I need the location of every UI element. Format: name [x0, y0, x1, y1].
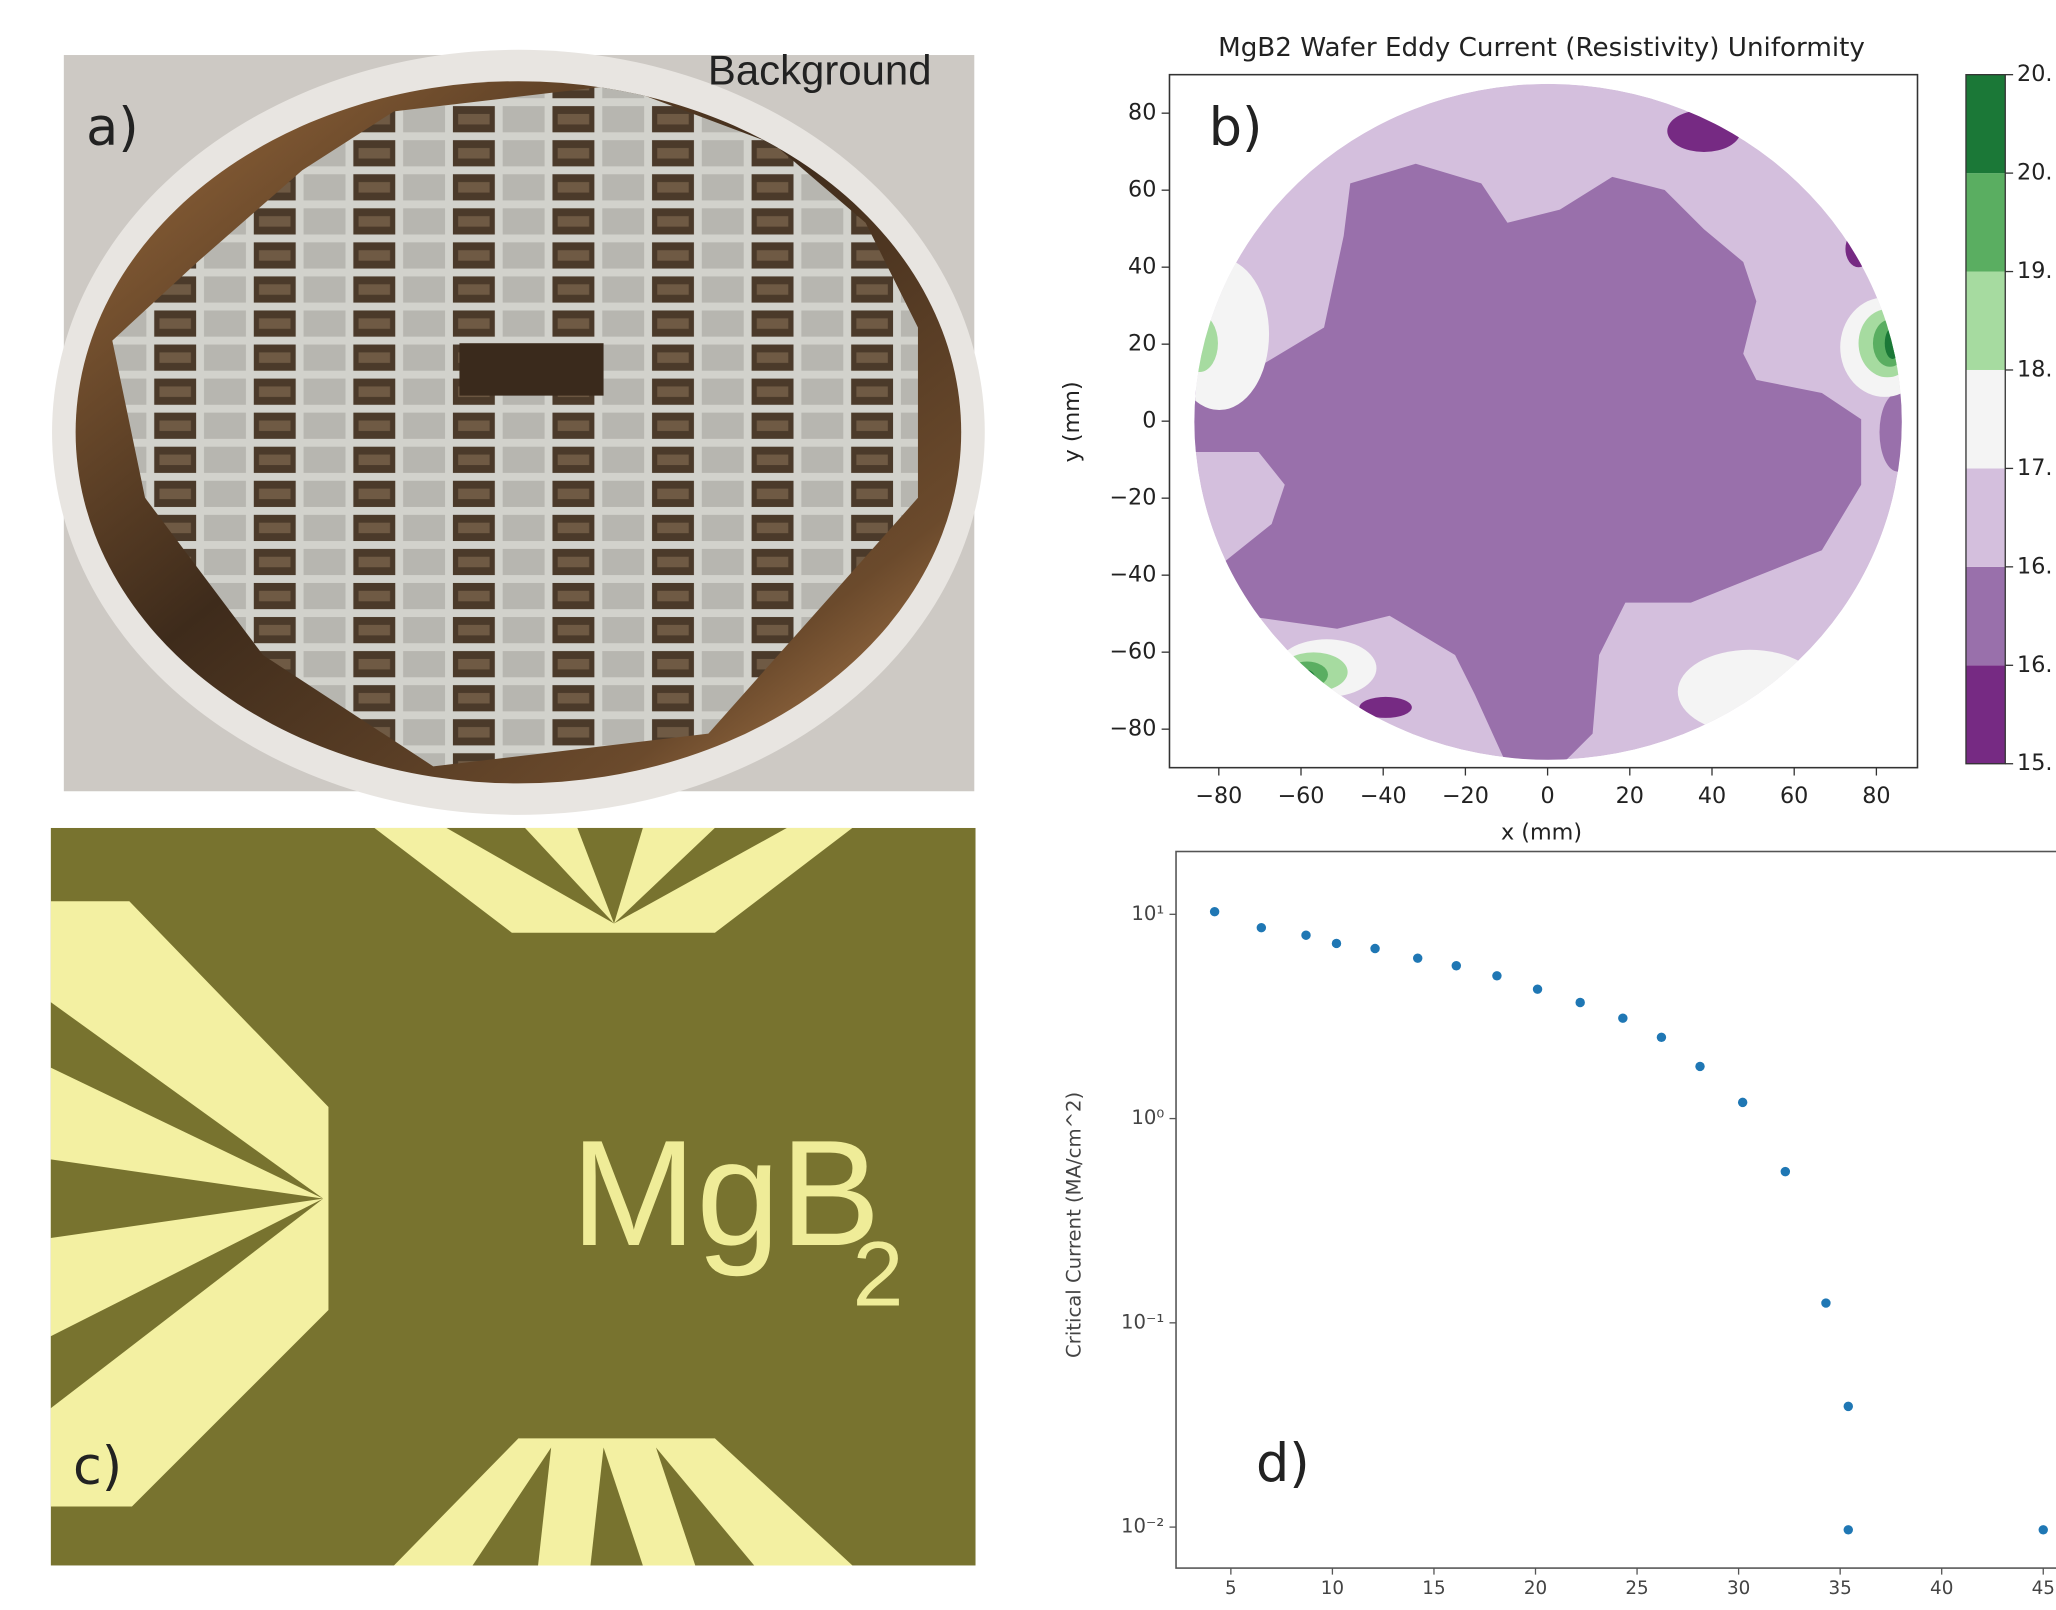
point — [1844, 1402, 1853, 1411]
x-tick-label: 20 — [1524, 1578, 1547, 1599]
panel-label: c) — [73, 1436, 122, 1497]
x-tick-label: 45 — [2032, 1578, 2055, 1599]
y-tick-label: 20 — [1128, 331, 1156, 357]
point — [1492, 971, 1501, 980]
colorbar-tick-label: 19. — [2017, 258, 2052, 284]
x-tick-label: 25 — [1625, 1578, 1648, 1599]
y-tick-label: 10¹ — [1131, 902, 1164, 925]
colorbar-band — [1966, 173, 2005, 271]
colorbar-band — [1966, 468, 2005, 566]
y-tick-label: 10⁻¹ — [1121, 1310, 1164, 1333]
x-tick-label: 35 — [1828, 1578, 1851, 1599]
photo-micrograph: MgB 2 c) — [51, 828, 976, 1566]
x-axis-label: x (mm) — [1501, 820, 1582, 846]
x-tick-label: 15 — [1422, 1578, 1445, 1599]
x-tick-label: 80 — [1862, 783, 1890, 809]
photo-wafer: a) Background — [52, 46, 985, 814]
y-axis-label: Critical Current (MA/cm^2) — [1063, 1092, 1086, 1358]
point — [1370, 944, 1379, 953]
chart-title: MgB2 Wafer Eddy Current (Resistivity) Un… — [1218, 33, 1865, 63]
y-tick-label: 80 — [1128, 100, 1156, 126]
x-tick-label: −60 — [1278, 783, 1325, 809]
colorbar-tick-label: 20. — [2017, 160, 2052, 186]
x-tick-label: 20 — [1616, 783, 1644, 809]
contour-region — [1667, 110, 1740, 152]
y-tick-label: 40 — [1128, 254, 1156, 280]
point — [1533, 984, 1542, 993]
point — [1301, 931, 1310, 940]
y-tick-label: 60 — [1128, 177, 1156, 203]
colorbar-band — [1966, 665, 2005, 763]
y-tick-label: 10⁻² — [1121, 1515, 1164, 1538]
point — [1210, 907, 1219, 916]
colorbar-band — [1966, 370, 2005, 468]
x-tick-label: −20 — [1442, 783, 1489, 809]
point — [1695, 1062, 1704, 1071]
point — [1738, 1098, 1747, 1107]
point — [1844, 1525, 1853, 1534]
colorbar-band — [1966, 567, 2005, 665]
x-tick-label: 40 — [1698, 783, 1726, 809]
y-tick-label: −80 — [1109, 716, 1156, 742]
contour-region — [1294, 669, 1315, 685]
colorbar-tick-label: 17. — [2017, 455, 2052, 481]
contour-plot — [1169, 84, 1929, 767]
contour-region — [1286, 662, 1328, 688]
annotation: Background — [708, 46, 932, 93]
colorbar-band — [1966, 272, 2005, 370]
point — [1452, 961, 1461, 970]
point — [1657, 1033, 1666, 1042]
colorbar-tick-label: 15. — [2017, 750, 2052, 776]
contour-region — [1169, 258, 1269, 410]
figure: a) Background MgB 2 c) −80−60−40−2002040… — [0, 0, 2056, 1610]
point — [1821, 1298, 1830, 1307]
colorbar-tick-label: 16. — [2017, 652, 2052, 678]
contour-region — [1181, 314, 1218, 372]
x-tick-label: 40 — [1930, 1578, 1953, 1599]
page: {"panels": [ {"label": "a)", "annotation… — [0, 0, 2056, 1610]
colorbar-tick-label: 16. — [2017, 553, 2052, 579]
point — [1257, 923, 1266, 932]
point — [1413, 953, 1422, 962]
x-tick-label: −80 — [1195, 783, 1242, 809]
point — [1781, 1167, 1790, 1176]
contour-region — [1845, 231, 1871, 268]
y-tick-label: −40 — [1109, 562, 1156, 588]
y-tick-label: 0 — [1142, 408, 1156, 434]
panel-label: b) — [1209, 97, 1263, 158]
x-tick-label: 60 — [1780, 783, 1808, 809]
x-tick-label: 10 — [1321, 1578, 1344, 1599]
point — [1332, 939, 1341, 948]
point — [2039, 1525, 2048, 1534]
micrograph-text: MgB — [571, 1109, 881, 1277]
x-tick-label: 5 — [1225, 1578, 1237, 1599]
x-tick-label: −40 — [1360, 783, 1407, 809]
colorbar-tick-label: 20. — [2017, 61, 2052, 87]
micrograph-subscript: 2 — [852, 1223, 903, 1325]
y-axis-label: y (mm) — [1059, 381, 1085, 462]
panel-label: a) — [86, 97, 139, 158]
y-tick-label: 10⁰ — [1131, 1106, 1164, 1129]
contour-region — [1880, 393, 1917, 472]
y-tick-label: −60 — [1109, 639, 1156, 665]
contour-region — [1359, 697, 1411, 718]
x-tick-label: 30 — [1727, 1578, 1750, 1599]
points — [1210, 907, 2048, 1535]
panel-label: d) — [1256, 1433, 1310, 1494]
x-tick-label: 0 — [1541, 783, 1555, 809]
point — [1618, 1013, 1627, 1022]
colorbar-band — [1966, 75, 2005, 173]
point — [1575, 998, 1584, 1007]
contour-region — [1885, 328, 1901, 359]
contour-region — [1678, 650, 1822, 734]
y-tick-label: −20 — [1109, 485, 1156, 511]
colorbar-tick-label: 18. — [2017, 356, 2052, 382]
